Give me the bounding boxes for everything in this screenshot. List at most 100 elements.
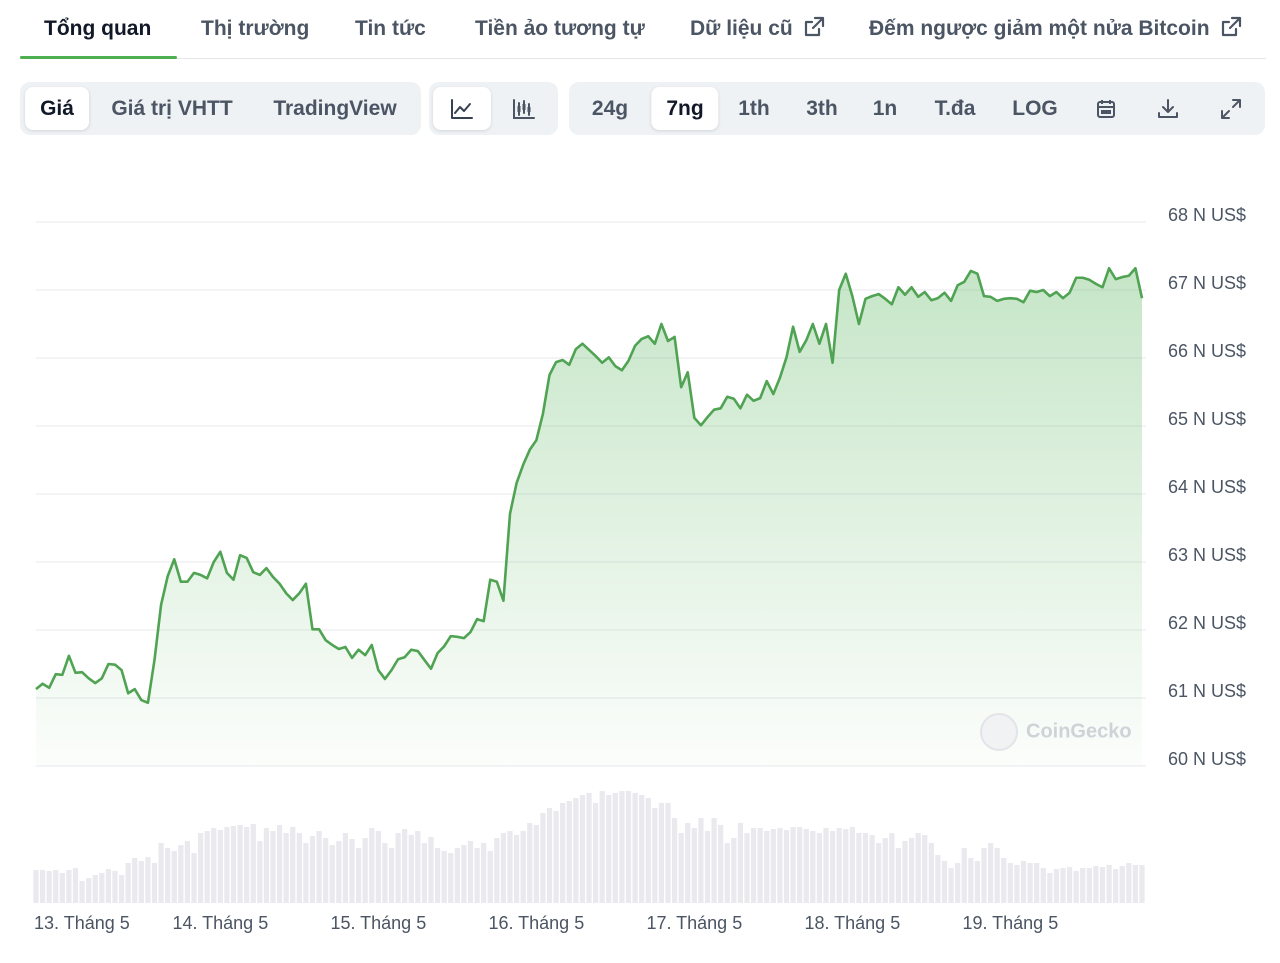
volume-bar [783, 830, 790, 903]
calendar-button[interactable] [1077, 87, 1135, 130]
volume-bar [856, 833, 862, 903]
price-line [35, 266, 1144, 705]
volume-bar [586, 793, 592, 903]
volume-bar [165, 848, 171, 903]
y-tick-label: 61 N US$ [1168, 681, 1246, 701]
volume-bar [454, 848, 460, 903]
volume-bar [737, 823, 744, 903]
volume-bar [882, 838, 888, 903]
volume-bar [1020, 861, 1027, 903]
volume-bar [408, 835, 414, 903]
volume-bar [329, 845, 335, 903]
y-tick-label: 62 N US$ [1168, 613, 1246, 633]
volume-bar [843, 829, 849, 903]
volume-bar [902, 841, 908, 903]
x-tick-label: 13. Tháng 5 [34, 913, 130, 933]
volume-bar [224, 827, 230, 903]
volume-bar [987, 843, 994, 903]
x-tick-label: 18. Tháng 5 [804, 913, 900, 933]
tab[interactable]: Tổng quan [44, 17, 152, 40]
y-tick-label: 67 N US$ [1168, 273, 1246, 293]
price-area [36, 268, 1142, 766]
volume-bar [125, 863, 131, 903]
tab[interactable]: Tiền ảo tương tự [475, 17, 645, 40]
volume-bar [230, 826, 237, 903]
volume-bar [849, 827, 855, 903]
volume-bar [237, 825, 243, 903]
tab[interactable]: Đếm ngược giảm một nửa Bitcoin [869, 14, 1242, 44]
y-tick-label: 66 N US$ [1168, 341, 1246, 361]
view-button[interactable]: Giá [25, 87, 89, 130]
volume-bar [671, 818, 678, 903]
volume-bar [349, 839, 355, 903]
volume-bar [1080, 868, 1086, 903]
volume-bar [777, 828, 783, 903]
volume-bar [59, 873, 65, 903]
range-button[interactable]: 1th [738, 97, 770, 120]
volume-bar [757, 828, 763, 903]
view-button[interactable]: Giá trị VHTT [111, 97, 233, 120]
candle-icon [513, 98, 535, 119]
volume-bar [92, 875, 98, 903]
line-chart-button[interactable] [433, 87, 491, 130]
volume-bar [421, 843, 428, 903]
range-button[interactable]: 7ng [651, 87, 719, 130]
volume-bar [395, 833, 401, 903]
expand-icon [1221, 98, 1241, 119]
tab-border [20, 58, 1266, 59]
candle-chart-button[interactable] [495, 87, 553, 130]
tab[interactable]: Dữ liệu cũ [690, 14, 825, 44]
tab[interactable]: Thị trường [201, 17, 310, 40]
volume-bar [1139, 865, 1145, 903]
volume-bar [1093, 866, 1099, 903]
x-tick-label: 15. Tháng 5 [330, 913, 426, 933]
volume-bar [211, 828, 217, 903]
range-button[interactable]: 24g [591, 97, 629, 120]
volume-bar [895, 848, 902, 903]
volume-bar [836, 828, 842, 903]
volume-bar [520, 831, 526, 903]
volume-bar [566, 801, 572, 903]
volume-bar [500, 833, 507, 903]
volume-bar [1027, 863, 1033, 903]
range-button[interactable]: T.đa [934, 97, 976, 120]
volume-bar [862, 833, 869, 903]
volume-bar [494, 838, 500, 903]
volume-bar [546, 808, 553, 903]
volume-bar [1066, 867, 1073, 903]
volume-bar [639, 795, 645, 903]
volume-bar [658, 803, 665, 903]
volume-bar [342, 833, 349, 903]
volume-bar [290, 827, 296, 903]
volume-bar [507, 831, 513, 903]
volume-bar [72, 868, 79, 903]
volume-bar [257, 841, 263, 903]
tab[interactable]: Tin tức [355, 17, 426, 40]
x-tick-label: 14. Tháng 5 [172, 913, 268, 933]
volume-bar [968, 858, 974, 903]
external-link-icon [1221, 16, 1241, 37]
fullscreen-button[interactable] [1202, 87, 1260, 130]
volume-bar [171, 851, 177, 903]
download-icon [1158, 98, 1178, 118]
volume-bar [283, 833, 289, 903]
calendar-icon [1097, 99, 1115, 118]
range-button[interactable]: LOG [1012, 97, 1058, 120]
volume-bar [263, 828, 270, 903]
volume-bar [869, 835, 875, 903]
volume-bar [461, 845, 467, 903]
volume-bar [915, 833, 921, 903]
x-tick-label: 17. Tháng 5 [646, 913, 742, 933]
volume-bar [105, 869, 112, 903]
volume-bar [276, 825, 283, 903]
active-tab-underline [20, 56, 177, 59]
volume-bar [876, 843, 882, 903]
volume-bar [66, 870, 72, 903]
range-button[interactable]: 3th [806, 97, 838, 120]
volume-bar [691, 828, 697, 903]
download-button[interactable] [1139, 87, 1197, 130]
volume-bar [665, 803, 671, 903]
view-button[interactable]: TradingView [273, 97, 397, 120]
range-button[interactable]: 1n [872, 97, 898, 120]
